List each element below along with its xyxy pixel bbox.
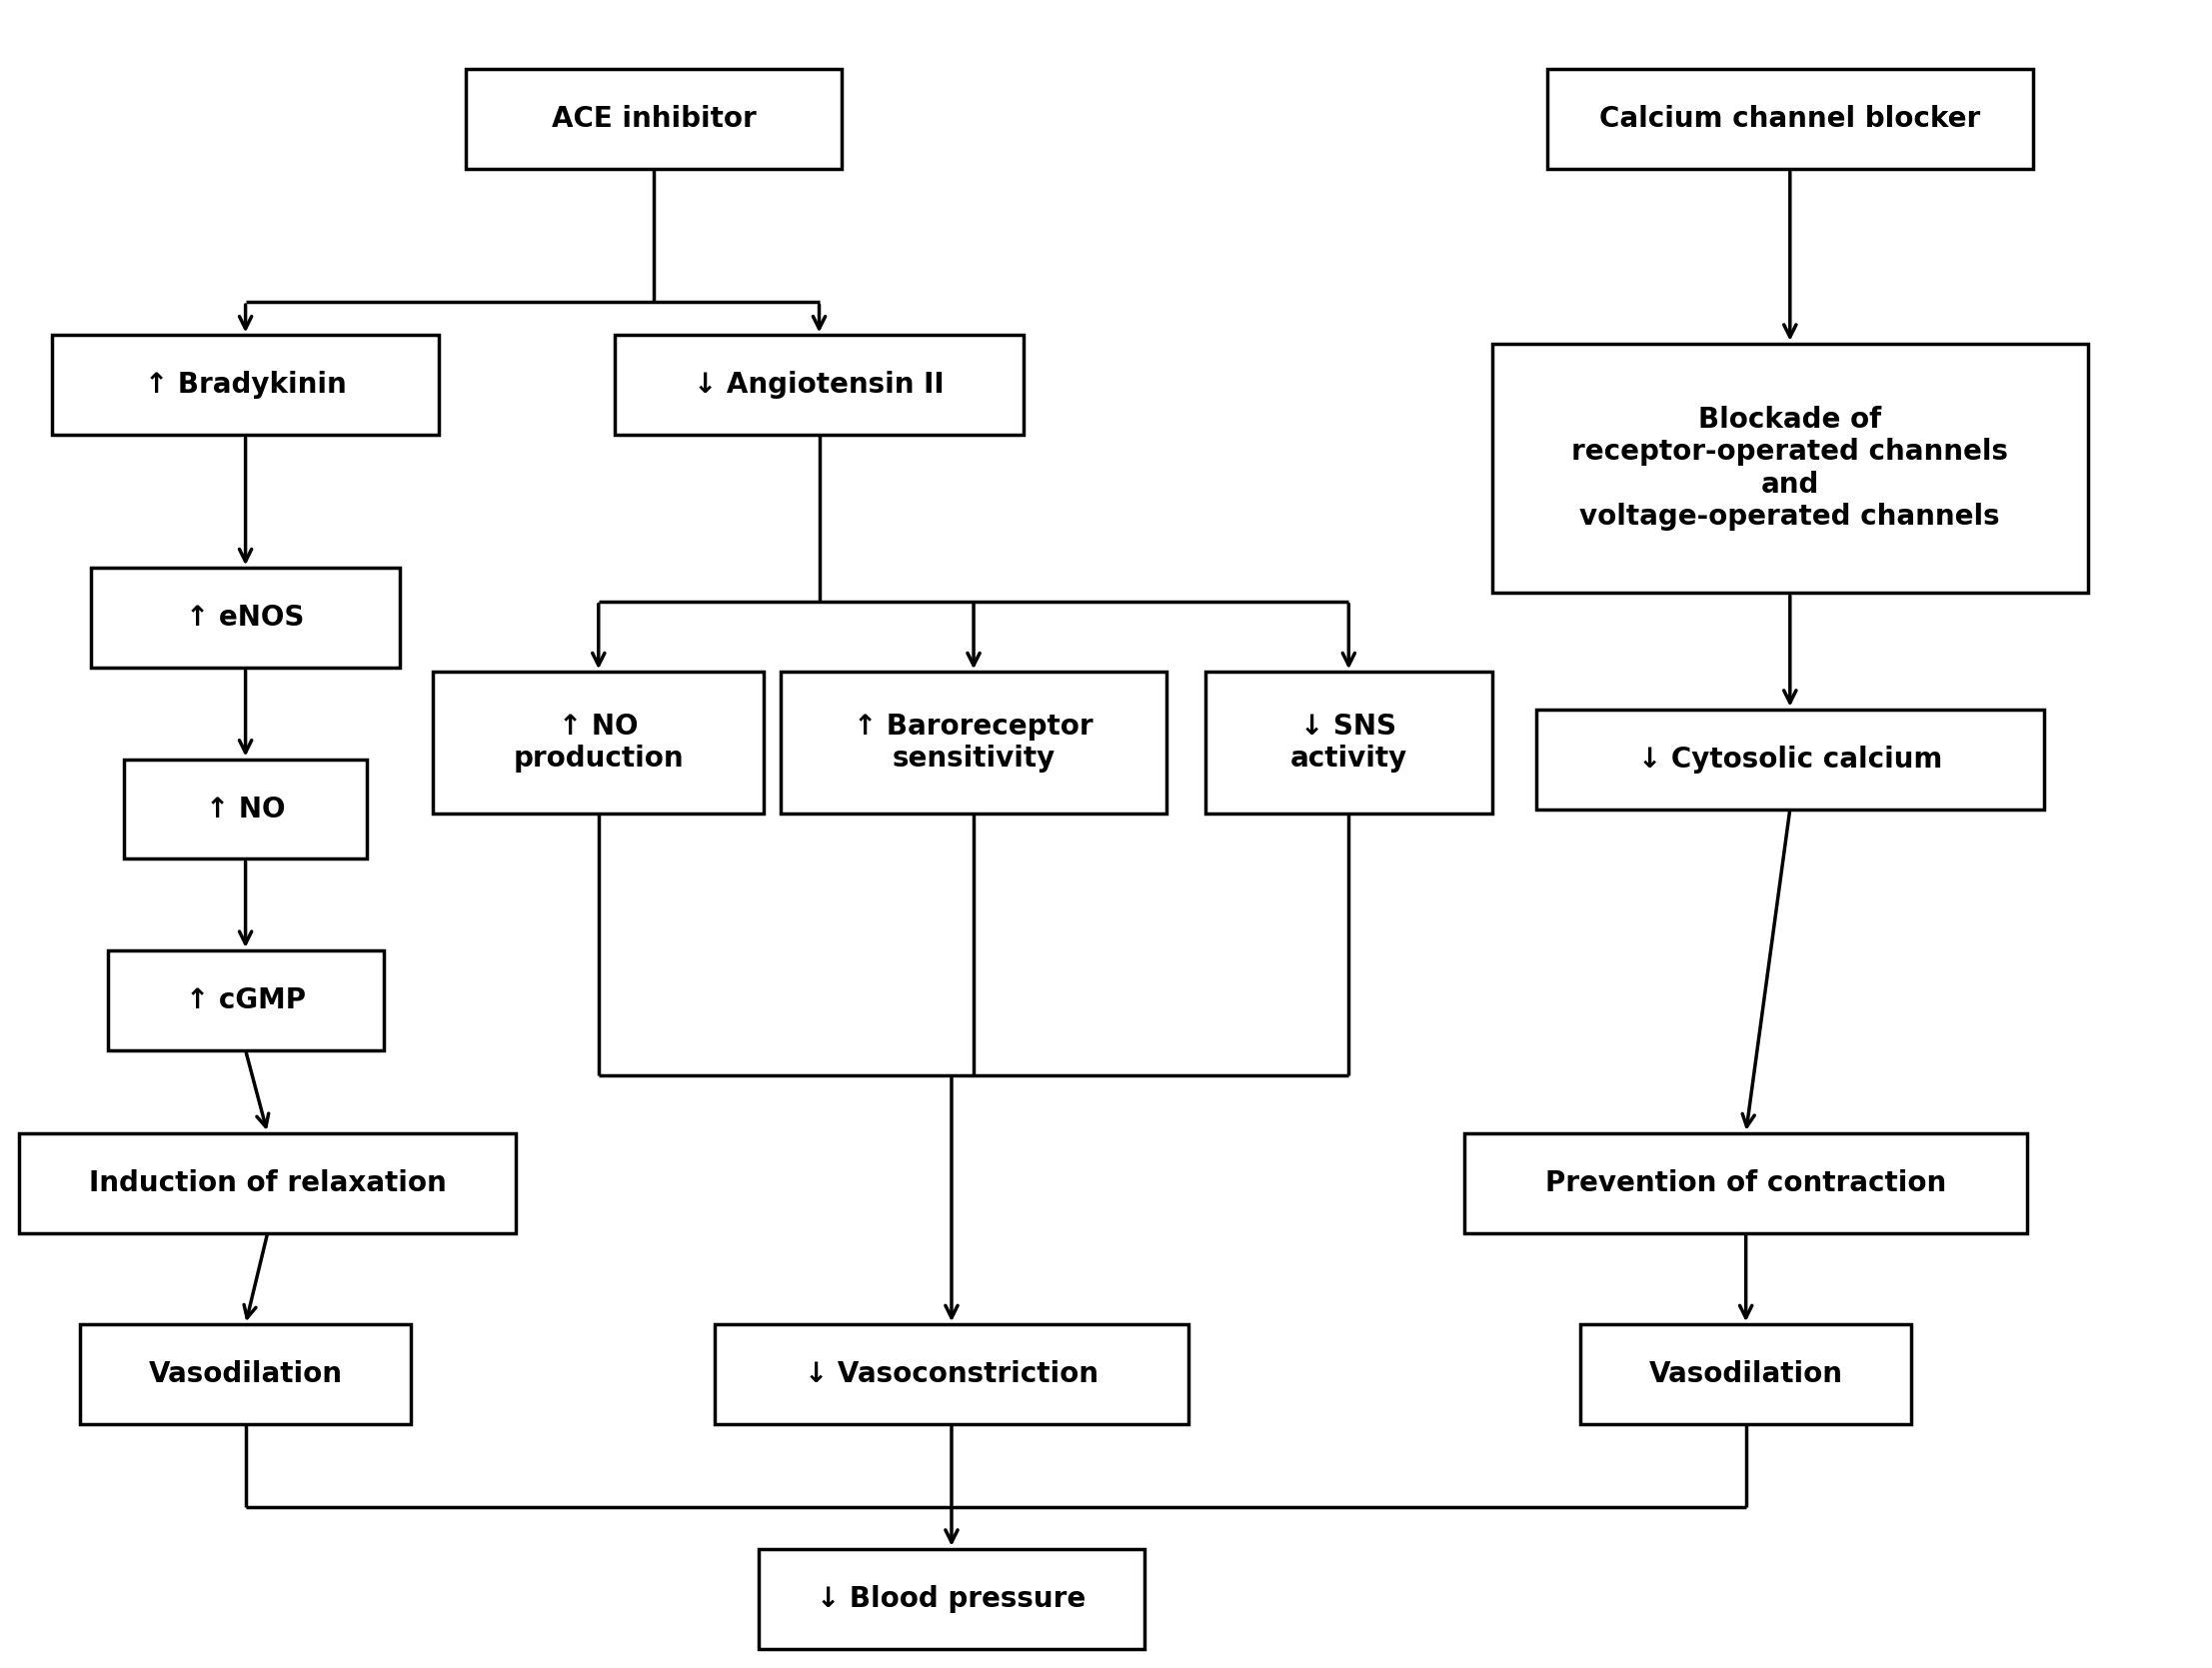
- FancyBboxPatch shape: [20, 1133, 515, 1233]
- Text: Calcium channel blocker: Calcium channel blocker: [1599, 105, 1980, 133]
- FancyBboxPatch shape: [124, 759, 367, 859]
- Text: ↑ NO
production: ↑ NO production: [513, 712, 684, 772]
- Text: Vasodilation: Vasodilation: [1648, 1361, 1843, 1388]
- Text: ↓ Blood pressure: ↓ Blood pressure: [816, 1585, 1086, 1613]
- Text: Induction of relaxation: Induction of relaxation: [88, 1169, 447, 1198]
- FancyBboxPatch shape: [434, 672, 763, 814]
- FancyBboxPatch shape: [1537, 709, 2044, 809]
- FancyBboxPatch shape: [91, 569, 400, 667]
- FancyBboxPatch shape: [714, 1324, 1188, 1424]
- Text: ↑ Bradykinin: ↑ Bradykinin: [144, 372, 347, 399]
- Text: Blockade of
receptor-operated channels
and
voltage-operated channels: Blockade of receptor-operated channels a…: [1571, 405, 2008, 530]
- FancyBboxPatch shape: [781, 672, 1166, 814]
- Text: Vasodilation: Vasodilation: [148, 1361, 343, 1388]
- FancyBboxPatch shape: [1546, 70, 2033, 168]
- FancyBboxPatch shape: [80, 1324, 411, 1424]
- FancyBboxPatch shape: [759, 1550, 1144, 1648]
- Text: ↑ eNOS: ↑ eNOS: [186, 604, 305, 632]
- Text: ↓ SNS
activity: ↓ SNS activity: [1290, 712, 1407, 772]
- FancyBboxPatch shape: [1206, 672, 1493, 814]
- Text: ↑ Baroreceptor
sensitivity: ↑ Baroreceptor sensitivity: [854, 712, 1093, 772]
- Text: ACE inhibitor: ACE inhibitor: [551, 105, 757, 133]
- FancyBboxPatch shape: [615, 335, 1024, 435]
- FancyBboxPatch shape: [467, 70, 841, 168]
- Text: ↑ cGMP: ↑ cGMP: [186, 986, 305, 1014]
- Text: ↓ Vasoconstriction: ↓ Vasoconstriction: [805, 1361, 1099, 1388]
- FancyBboxPatch shape: [53, 335, 438, 435]
- Text: Prevention of contraction: Prevention of contraction: [1546, 1169, 1947, 1198]
- FancyBboxPatch shape: [1579, 1324, 1911, 1424]
- Text: ↑ NO: ↑ NO: [206, 796, 285, 822]
- Text: ↓ Angiotensin II: ↓ Angiotensin II: [695, 372, 945, 399]
- Text: ↓ Cytosolic calcium: ↓ Cytosolic calcium: [1637, 746, 1942, 774]
- FancyBboxPatch shape: [1493, 344, 2088, 592]
- FancyBboxPatch shape: [108, 951, 383, 1051]
- FancyBboxPatch shape: [1464, 1133, 2026, 1233]
